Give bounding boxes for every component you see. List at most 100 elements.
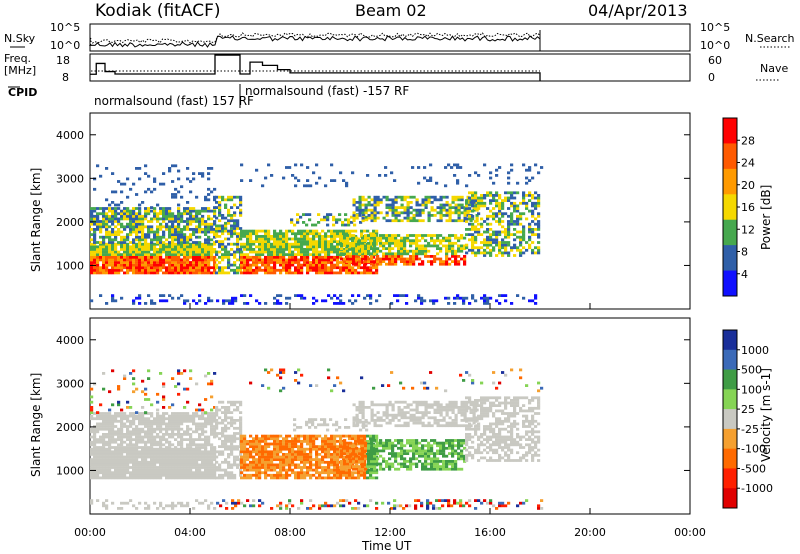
power-data-cell bbox=[373, 247, 377, 250]
velocity-data-cell bbox=[150, 412, 154, 415]
velocity-data-cell bbox=[227, 400, 231, 404]
power-data-cell bbox=[240, 261, 244, 264]
power-data-cell bbox=[370, 262, 374, 266]
power-data-cell bbox=[215, 235, 219, 238]
power-data-cell bbox=[180, 263, 184, 267]
velocity-data-cell bbox=[282, 468, 286, 472]
velocity-data-cell bbox=[210, 450, 214, 454]
power-data-cell bbox=[400, 257, 404, 261]
power-data-cell bbox=[486, 194, 490, 197]
power-data-cell bbox=[267, 253, 271, 256]
velocity-data-cell bbox=[138, 471, 142, 475]
velocity-data-cell bbox=[126, 453, 130, 456]
power-data-cell bbox=[129, 245, 133, 249]
power-data-cell bbox=[249, 268, 253, 272]
velocity-data-cell bbox=[99, 471, 103, 475]
power-data-cell bbox=[261, 250, 265, 254]
power-data-cell bbox=[507, 254, 511, 257]
power-data-cell bbox=[318, 250, 322, 254]
power-data-cell bbox=[126, 235, 130, 239]
power-data-cell bbox=[132, 271, 136, 275]
velocity-data-cell bbox=[93, 435, 97, 439]
power-data-cell bbox=[105, 253, 109, 256]
velocity-data-cell bbox=[354, 434, 358, 438]
velocity-data-cell bbox=[117, 430, 121, 434]
velocity-data-cell bbox=[117, 400, 121, 404]
velocity-data-cell bbox=[99, 463, 103, 467]
power-data-cell bbox=[255, 255, 259, 259]
velocity-data-cell bbox=[243, 460, 247, 464]
power-data-cell bbox=[147, 209, 151, 213]
power-data-cell bbox=[195, 209, 199, 213]
power-data-cell bbox=[382, 195, 386, 199]
power-data-cell bbox=[150, 230, 154, 234]
power-data-cell bbox=[233, 195, 237, 199]
power-data-cell bbox=[294, 268, 298, 272]
power-data-cell bbox=[474, 238, 478, 242]
power-data-cell bbox=[379, 257, 383, 261]
velocity-data-cell bbox=[195, 460, 199, 464]
velocity-data-cell bbox=[285, 463, 289, 467]
velocity-data-cell bbox=[303, 471, 307, 475]
power-data-cell bbox=[285, 271, 289, 275]
velocity-data-cell bbox=[156, 473, 160, 477]
velocity-data-cell bbox=[323, 418, 327, 421]
power-data-cell bbox=[279, 245, 283, 249]
power-data-cell bbox=[99, 242, 103, 246]
velocity-data-cell bbox=[180, 419, 184, 423]
power-data-cell bbox=[105, 255, 109, 259]
power-data-cell bbox=[159, 207, 163, 210]
power-data-cell bbox=[147, 235, 151, 239]
power-data-cell bbox=[201, 266, 205, 270]
power-data-cell bbox=[326, 213, 330, 216]
power-data-cell bbox=[406, 216, 410, 220]
power-data-cell bbox=[264, 242, 268, 246]
velocity-data-cell bbox=[156, 400, 160, 404]
velocity-data-cell bbox=[159, 372, 163, 375]
velocity-data-cell bbox=[264, 453, 268, 456]
power-data-cell bbox=[430, 239, 434, 243]
power-data-cell bbox=[243, 253, 247, 256]
velocity-data-cell bbox=[135, 463, 139, 467]
power-data-cell bbox=[123, 263, 127, 267]
power-data-cell bbox=[162, 266, 166, 270]
velocity-data-cell bbox=[321, 460, 325, 464]
power-data-cell bbox=[258, 261, 262, 264]
power-data-cell bbox=[471, 243, 475, 247]
velocity-data-cell bbox=[192, 460, 196, 464]
power-data-cell bbox=[303, 242, 307, 246]
velocity-data-cell bbox=[123, 460, 127, 464]
velocity-data-cell bbox=[132, 443, 136, 447]
power-data-cell bbox=[150, 255, 154, 259]
power-data-cell bbox=[504, 294, 508, 297]
power-data-cell bbox=[192, 245, 196, 249]
power-data-cell bbox=[336, 255, 340, 259]
velocity-data-cell bbox=[180, 468, 184, 472]
power-data-cell bbox=[424, 201, 428, 204]
power-data-cell bbox=[117, 268, 121, 272]
power-data-cell bbox=[168, 255, 172, 259]
velocity-data-cell bbox=[123, 473, 127, 477]
power-data-cell bbox=[276, 240, 280, 243]
velocity-data-cell bbox=[96, 450, 100, 454]
velocity-data-cell bbox=[186, 473, 190, 477]
power-data-cell bbox=[326, 223, 330, 227]
power-data-cell bbox=[111, 209, 115, 213]
nave-tick-high: 60 bbox=[708, 54, 722, 67]
velocity-data-cell bbox=[135, 460, 139, 464]
power-data-cell bbox=[457, 255, 461, 258]
power-data-cell bbox=[534, 251, 538, 255]
power-data-cell bbox=[454, 257, 458, 261]
power-data-cell bbox=[318, 176, 322, 180]
power-data-cell bbox=[168, 294, 172, 297]
power-data-cell bbox=[236, 219, 240, 223]
power-data-cell bbox=[96, 271, 100, 275]
power-data-cell bbox=[240, 179, 244, 182]
velocity-data-cell bbox=[117, 463, 121, 467]
power-data-cell bbox=[236, 237, 240, 241]
power-data-cell bbox=[370, 216, 374, 220]
velocity-data-cell bbox=[138, 476, 142, 480]
velocity-data-cell bbox=[261, 450, 265, 454]
velocity-data-cell bbox=[105, 458, 109, 461]
velocity-data-cell bbox=[162, 414, 166, 418]
